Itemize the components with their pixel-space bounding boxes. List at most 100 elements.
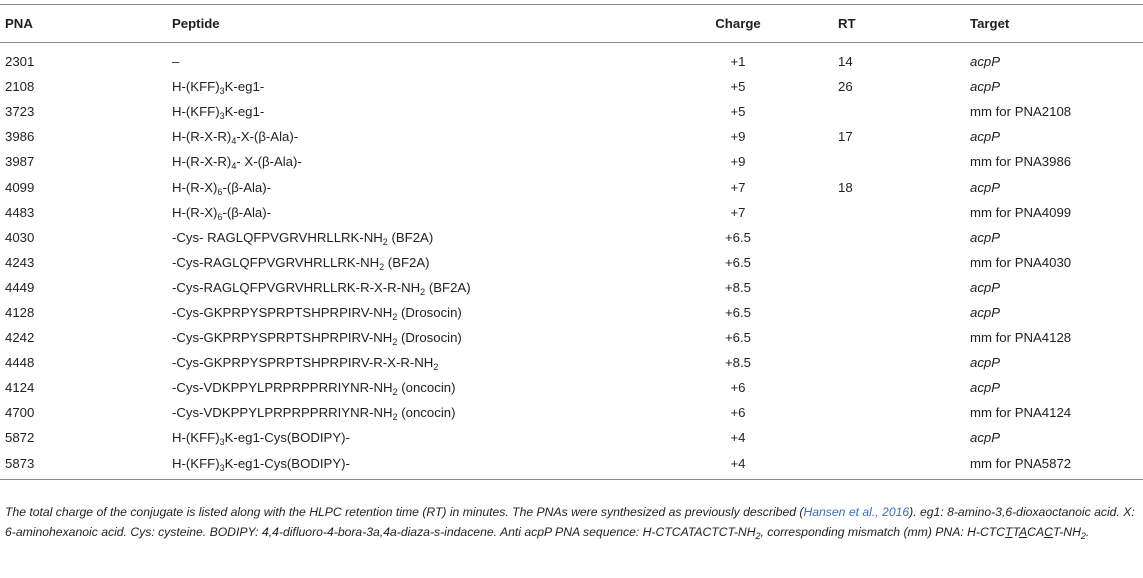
subscript: 6 bbox=[217, 186, 223, 197]
text-run: H-(KFF) bbox=[172, 104, 220, 120]
cell-rt bbox=[838, 149, 970, 174]
cell-pna: 4128 bbox=[5, 304, 35, 320]
cell-charge: +6 bbox=[730, 380, 746, 396]
cell-target: mm for PNA4124 bbox=[970, 405, 1072, 421]
cell-rt: 14 bbox=[838, 54, 853, 70]
cell-pna: 4099 bbox=[5, 179, 35, 195]
cell-peptide: -Cys- RAGLQFPVGRVHRLLRK-NH2 (BF2A) bbox=[172, 225, 638, 250]
cell-pna: 4700 bbox=[5, 405, 35, 421]
citation-link[interactable]: Hansen et al., 2016 bbox=[803, 505, 910, 519]
cell-peptide: H-(KFF)3K-eg1-Cys(BODIPY)- bbox=[172, 450, 638, 480]
cell-target: acpP bbox=[970, 279, 1001, 295]
text-run: (BF2A) bbox=[425, 279, 471, 295]
cell-charge: +8.5 bbox=[724, 355, 752, 371]
cell-peptide: -Cys-GKPRPYSPRPTSHPRPIRV-R-X-R-NH2 bbox=[172, 350, 638, 375]
cell-charge: +1 bbox=[730, 54, 746, 70]
text-run: H-(KFF) bbox=[172, 79, 220, 95]
text-run: . bbox=[1085, 525, 1090, 539]
cell-target: acpP bbox=[970, 54, 1001, 70]
cell-peptide: H-(R-X)6-(β-Ala)- bbox=[172, 200, 638, 225]
cell-peptide: H-(R-X-R)4-X-(β-Ala)- bbox=[172, 124, 638, 149]
text-run: K-eg1- bbox=[224, 104, 265, 120]
cell-rt bbox=[838, 450, 970, 480]
text-run: The total charge of the conjugate is lis… bbox=[5, 505, 804, 519]
cell-charge: +9 bbox=[730, 154, 746, 170]
subscript: 4 bbox=[231, 161, 237, 172]
table-row: 3723 H-(KFF)3K-eg1- +5 mm for PNA2108 bbox=[0, 99, 1143, 124]
subscript: 3 bbox=[219, 437, 225, 448]
cell-peptide: -Cys-VDKPPYLPRPRPPRRIYNR-NH2 (oncocin) bbox=[172, 375, 638, 400]
table-row: 4449 -Cys-RAGLQFPVGRVHRLLRK-R-X-R-NH2 (BF… bbox=[0, 275, 1143, 300]
cell-charge: +5 bbox=[730, 79, 746, 95]
cell-rt: 18 bbox=[838, 179, 853, 195]
text-run: (BF2A) bbox=[384, 254, 430, 270]
table-row: 5872 H-(KFF)3K-eg1-Cys(BODIPY)- +4 acpP bbox=[0, 425, 1143, 450]
subscript: 2 bbox=[392, 337, 398, 348]
text-run: -Cys-GKPRPYSPRPTSHPRPIRV-NH bbox=[172, 304, 393, 320]
text-run: -Cys-RAGLQFPVGRVHRLLRK-NH bbox=[172, 254, 380, 270]
text-run: (Drosocin) bbox=[397, 330, 462, 346]
cell-peptide: H-(KFF)3K-eg1-Cys(BODIPY)- bbox=[172, 425, 638, 450]
cell-rt bbox=[838, 250, 970, 275]
table-row: 4242 -Cys-GKPRPYSPRPTSHPRPIRV-NH2 (Drosoc… bbox=[0, 325, 1143, 350]
cell-pna: 3723 bbox=[5, 104, 35, 120]
cell-target: acpP bbox=[970, 229, 1001, 245]
cell-peptide: H-(KFF)3K-eg1- bbox=[172, 74, 638, 99]
text-run: H-(R-X) bbox=[172, 179, 218, 195]
cell-rt bbox=[838, 200, 970, 225]
text-run: C bbox=[1044, 525, 1053, 539]
table-row: 3986 H-(R-X-R)4-X-(β-Ala)- +9 17 acpP bbox=[0, 124, 1143, 149]
text-run: T bbox=[1012, 525, 1020, 539]
subscript: 2 bbox=[420, 286, 426, 297]
cell-target: acpP bbox=[970, 129, 1001, 145]
text-run: (oncocin) bbox=[397, 405, 456, 421]
text-run: A bbox=[1019, 525, 1028, 539]
text-run: -(β-Ala)- bbox=[222, 204, 272, 220]
text-run: -(β-Ala)- bbox=[222, 179, 272, 195]
subscript: 2 bbox=[1080, 531, 1086, 541]
text-run: -Cys- RAGLQFPVGRVHRLLRK-NH bbox=[172, 229, 383, 245]
cell-target: acpP bbox=[970, 355, 1001, 371]
cell-target: mm for PNA5872 bbox=[970, 450, 1143, 480]
cell-charge: +6.5 bbox=[724, 304, 752, 320]
subscript: 2 bbox=[392, 412, 398, 423]
subscript: 2 bbox=[392, 387, 398, 398]
cell-peptide: -Cys-GKPRPYSPRPTSHPRPIRV-NH2 (Drosocin) bbox=[172, 325, 638, 350]
text-run: ). eg1: 8-amino-3,6-dioxaoctanoic acid. … bbox=[5, 505, 1135, 539]
cell-pna: 4448 bbox=[5, 355, 35, 371]
header-row: PNA Peptide Charge RT Target bbox=[0, 4, 1143, 43]
cell-target: mm for PNA4128 bbox=[970, 330, 1072, 346]
text-run: - X-(β-Ala)- bbox=[236, 154, 302, 170]
cell-charge: +4 bbox=[730, 430, 746, 446]
cell-rt bbox=[838, 425, 970, 450]
cell-target: mm for PNA4030 bbox=[970, 254, 1072, 270]
cell-rt: 17 bbox=[838, 129, 853, 145]
text-run: T bbox=[1005, 525, 1013, 539]
text-run: H-(R-X-R) bbox=[172, 129, 232, 145]
cell-pna: 4243 bbox=[5, 254, 35, 270]
text-run: -X-(β-Ala)- bbox=[236, 129, 299, 145]
table-row: 3987 H-(R-X-R)4- X-(β-Ala)- +9 mm for PNA39… bbox=[0, 149, 1143, 174]
table-row: 4099 H-(R-X)6-(β-Ala)- +7 18 acpP bbox=[0, 174, 1143, 199]
table-body: 2301– +1 14 acpP 2108 H-(KFF)3K-eg1- +5 26 acpP 3… bbox=[0, 43, 1143, 480]
cell-peptide: H-(R-X)6-(β-Ala)- bbox=[172, 174, 638, 199]
cell-pna: 2301 bbox=[5, 54, 35, 70]
subscript: 2 bbox=[392, 311, 398, 322]
subscript: 3 bbox=[219, 111, 225, 122]
text-run: (BF2A) bbox=[387, 229, 434, 245]
table-row: 4700 -Cys-VDKPPYLPRPRPPRRIYNR-NH2 (oncoci… bbox=[0, 400, 1143, 425]
cell-target: acpP bbox=[970, 430, 1001, 446]
subscript: 3 bbox=[219, 462, 225, 473]
text-run: (Drosocin) bbox=[397, 304, 462, 320]
subscript: 3 bbox=[219, 86, 225, 97]
cell-pna: 4124 bbox=[5, 380, 35, 396]
text-run: -Cys-RAGLQFPVGRVHRLLRK-R-X-R-NH bbox=[172, 279, 421, 295]
text-run: K-eg1-Cys(BODIPY)- bbox=[224, 455, 350, 471]
table-row: 5873 H-(KFF)3K-eg1-Cys(BODIPY)- +4 mm for P… bbox=[0, 450, 1143, 480]
header-peptide: Peptide bbox=[172, 4, 638, 43]
cell-peptide: -Cys-VDKPPYLPRPRPPRRIYNR-NH2 (oncocin) bbox=[172, 400, 638, 425]
cell-target: acpP bbox=[970, 304, 1001, 320]
cell-rt bbox=[838, 400, 970, 425]
cell-target: acpP bbox=[970, 179, 1001, 195]
